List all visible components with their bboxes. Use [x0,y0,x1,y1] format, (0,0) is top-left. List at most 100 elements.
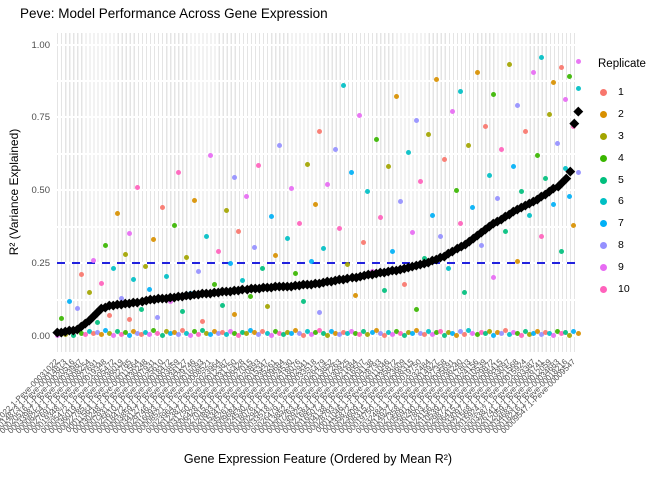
scatter-point [490,332,496,338]
scatter-point [212,328,217,334]
scatter-point [353,292,359,298]
scatter-point [393,94,399,100]
scatter-point [563,165,569,171]
scatter-point [139,332,145,338]
scatter-point [317,129,323,135]
scatter-point [571,328,577,334]
legend-color-dot [600,198,607,206]
legend-label: 8 [618,239,624,252]
scatter-point [284,235,290,241]
scatter-point [373,328,379,334]
scatter-point [502,228,508,234]
y-tick-label: 0.75 [31,112,51,124]
legend-color-dot [600,89,607,96]
reference-line-0-25 [57,262,578,265]
scatter-point [94,330,100,335]
scatter-point [490,91,496,97]
scatter-point [155,314,161,320]
scatter-point [312,202,318,208]
x-axis-title: Gene Expression Feature (Ordered by Mean… [183,452,453,466]
scatter-point [90,257,96,263]
legend-color-dot [600,220,607,228]
scatter-point [240,329,246,335]
legend-item-replicate-10: 10 [592,279,672,301]
horizontal-gridline [57,298,578,301]
legend-color-dot [600,132,607,140]
scatter-point [292,328,298,334]
scatter-point [571,222,577,228]
horizontal-gridline [57,152,578,155]
scatter-point [268,213,274,219]
legend-label: 2 [618,107,624,120]
scatter-point [486,328,492,334]
scatter-point [264,304,270,310]
scatter-point [203,234,209,240]
scatter-point [183,254,189,260]
scatter-point [252,244,258,250]
scatter-point [179,308,185,314]
scatter-point [458,329,464,335]
scatter-point [409,230,415,236]
scatter-point [397,330,403,336]
scatter-point [454,332,460,338]
scatter-point [147,286,153,292]
scatter-point [567,74,573,80]
scatter-point [244,193,250,199]
scatter-point [280,332,286,338]
scatter-point [195,331,201,337]
scatter-point [304,161,310,167]
scatter-point [543,330,549,335]
scatter-point [191,329,197,335]
scatter-point [373,136,379,142]
scatter-point [442,332,448,338]
scatter-point [506,332,512,338]
scatter-point [300,332,306,338]
scatter-point [365,331,371,337]
scatter-point [312,330,318,336]
legend-item-replicate-5: 5 [592,170,672,192]
scatter-point [86,328,92,334]
scatter-point [575,170,581,176]
scatter-point [442,157,448,163]
horizontal-gridline [57,225,578,228]
legend-color-dot [600,154,607,162]
scatter-point [288,331,294,337]
legend-color-dot [600,110,607,118]
scatter-point [191,197,197,203]
scatter-point [510,329,516,335]
scatter-point [159,332,165,338]
scatter-point [98,332,104,338]
scatter-point [361,240,367,246]
legend-item-replicate-1: 1 [592,82,672,104]
scatter-point [212,282,217,288]
scatter-point [438,328,444,334]
scatter-point [575,85,581,91]
legend-color-dot [600,176,607,184]
scatter-point [470,205,476,211]
scatter-point [531,69,537,75]
scatter-point [216,331,222,337]
scatter-point [551,332,557,338]
scatter-point [470,330,476,336]
scatter-point [450,109,456,115]
scatter-point [527,212,533,218]
scatter-point [260,266,266,272]
scatter-point [413,117,419,123]
scatter-point [486,173,492,179]
scatter-point [446,329,452,335]
legend-label: 4 [618,151,624,164]
scatter-point [131,276,137,282]
scatter-point [555,329,561,335]
scatter-point [272,328,278,334]
scatter-point [337,225,343,231]
scatter-point [337,332,343,338]
scatter-point [478,330,484,335]
scatter-point [296,221,302,227]
legend-item-replicate-8: 8 [592,235,672,257]
scatter-point [357,332,363,338]
scatter-point [522,129,528,135]
scatter-point [115,211,121,217]
scatter-point [458,221,464,227]
legend-label: 10 [618,283,630,296]
legend-item-replicate-6: 6 [592,191,672,213]
